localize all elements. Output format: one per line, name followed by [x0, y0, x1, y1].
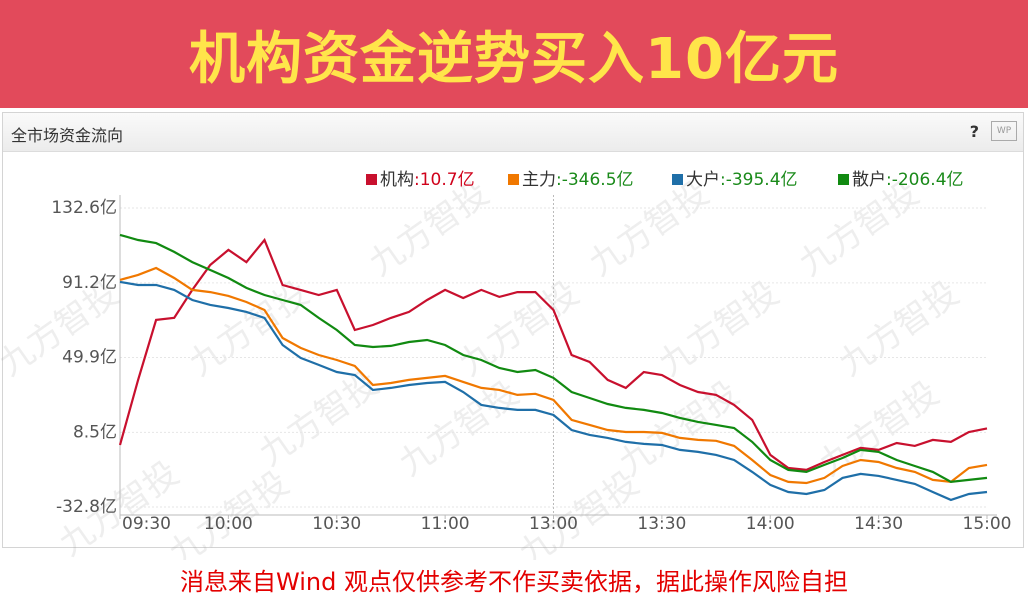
- footer-note: 消息来自Wind 观点仅供参考不作买卖依据，据此操作风险自担: [180, 568, 848, 596]
- watermark: 九方智投: [832, 273, 966, 384]
- series-line: [119, 233, 988, 484]
- watermark: 九方智投: [652, 273, 786, 384]
- legend-total: :-206.4亿: [886, 170, 964, 190]
- y-tick-label: 91.2亿: [62, 273, 117, 293]
- legend-entry: 机构:10.7亿: [380, 170, 475, 190]
- legend-swatch: [366, 174, 377, 185]
- x-tick-label: 13:00: [529, 514, 578, 534]
- legend-swatch: [508, 174, 519, 185]
- legend-total: :-346.5亿: [556, 170, 634, 190]
- y-tick-label: 8.5亿: [73, 422, 117, 442]
- x-tick-label: 15:00: [963, 514, 1012, 534]
- panel-header: 全市场资金流向 ? WP: [3, 113, 1023, 152]
- watermark: 九方智投: [162, 463, 296, 560]
- legend-entry: 大户:-395.4亿: [686, 170, 798, 190]
- watermark: 九方智投: [612, 373, 746, 484]
- banner-title: 机构资金逆势买入10亿元: [189, 27, 839, 92]
- legend-entry: 主力:-346.5亿: [522, 170, 634, 190]
- legend-name: 主力: [522, 170, 556, 190]
- watermark: 九方智投: [452, 273, 586, 384]
- series-line: [119, 266, 988, 485]
- badge-icon[interactable]: WP: [991, 121, 1017, 141]
- panel-title: 全市场资金流向: [11, 126, 124, 145]
- legend-total: :10.7亿: [414, 170, 475, 190]
- watermark: 九方智投: [812, 373, 946, 484]
- x-tick-label: 10:30: [312, 514, 361, 534]
- x-tick-label: 14:30: [854, 514, 903, 534]
- watermark: 九方智投: [792, 173, 926, 284]
- legend-entry: 散户:-206.4亿: [852, 170, 964, 190]
- x-tick-label: 14:00: [746, 514, 795, 534]
- legend-swatch: [838, 174, 849, 185]
- legend-name: 散户: [852, 170, 886, 190]
- help-button[interactable]: ?: [969, 122, 979, 141]
- x-tick-label: 09:30: [122, 514, 171, 534]
- x-tick-label: 11:00: [421, 514, 470, 534]
- legend-name: 机构: [380, 170, 414, 190]
- y-tick-label: 49.9亿: [62, 348, 117, 368]
- watermark: 九方智投: [512, 463, 646, 560]
- y-tick-label: -32.8亿: [56, 497, 117, 517]
- watermark: 九方智投: [582, 173, 716, 284]
- legend-swatch: [672, 174, 683, 185]
- legend-name: 大户: [686, 170, 720, 190]
- series-line: [118, 237, 988, 472]
- legend-total: :-395.4亿: [720, 170, 798, 190]
- banner: 机构资金逆势买入10亿元: [0, 0, 1028, 108]
- y-tick-label: 132.6亿: [51, 198, 117, 218]
- series-line: [119, 280, 988, 502]
- x-tick-label: 10:00: [204, 514, 253, 534]
- chart-panel: 全市场资金流向 ? WP: [2, 112, 1024, 548]
- watermark: 九方智投: [252, 363, 386, 474]
- watermark: 九方智投: [362, 173, 496, 284]
- x-tick-label: 13:30: [637, 514, 686, 534]
